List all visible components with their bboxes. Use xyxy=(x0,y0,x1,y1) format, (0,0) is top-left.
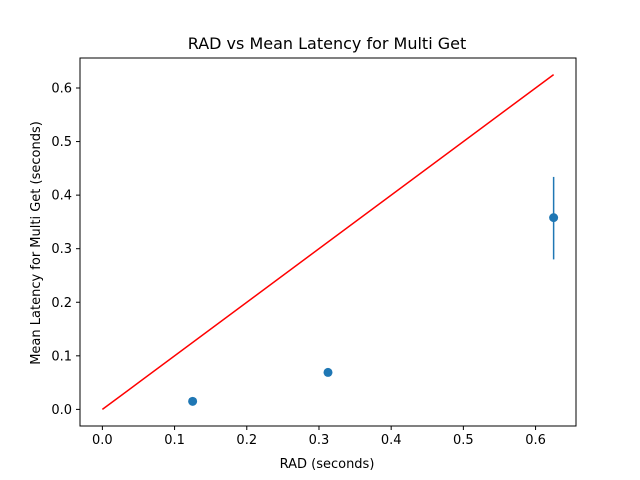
axes-frame xyxy=(79,57,577,427)
x-tick-label: 0.3 xyxy=(309,433,330,448)
data-point xyxy=(549,213,559,223)
x-axis-label: RAD (seconds) xyxy=(280,457,375,472)
y-tick-label: 0.0 xyxy=(51,403,72,418)
x-tick-label: 0.0 xyxy=(92,433,113,448)
data-marks xyxy=(101,74,559,410)
y-tick-label: 0.5 xyxy=(51,135,72,150)
y-tick-label: 0.3 xyxy=(51,242,72,257)
y-tick-label: 0.2 xyxy=(51,296,72,311)
y-tick-label: 0.4 xyxy=(51,189,72,204)
data-point xyxy=(188,396,198,406)
x-tick-label: 0.1 xyxy=(164,433,185,448)
y-tick-label: 0.1 xyxy=(51,349,72,364)
x-tick-label: 0.2 xyxy=(236,433,257,448)
y-axis-ticks: 0.0 0.1 0.2 0.3 0.4 0.5 0.6 xyxy=(51,81,80,418)
x-tick-label: 0.5 xyxy=(453,433,474,448)
data-point xyxy=(323,367,333,377)
x-axis-ticks: 0.0 0.1 0.2 0.3 0.4 0.5 0.6 xyxy=(92,426,546,448)
y-tick-label: 0.6 xyxy=(51,81,72,96)
reference-line xyxy=(101,74,555,410)
chart-title: RAD vs Mean Latency for Multi Get xyxy=(188,34,467,53)
x-tick-label: 0.4 xyxy=(381,433,402,448)
y-axis-label: Mean Latency for Multi Get (seconds) xyxy=(29,121,44,365)
plot-area xyxy=(79,57,577,427)
x-tick-label: 0.6 xyxy=(525,433,546,448)
